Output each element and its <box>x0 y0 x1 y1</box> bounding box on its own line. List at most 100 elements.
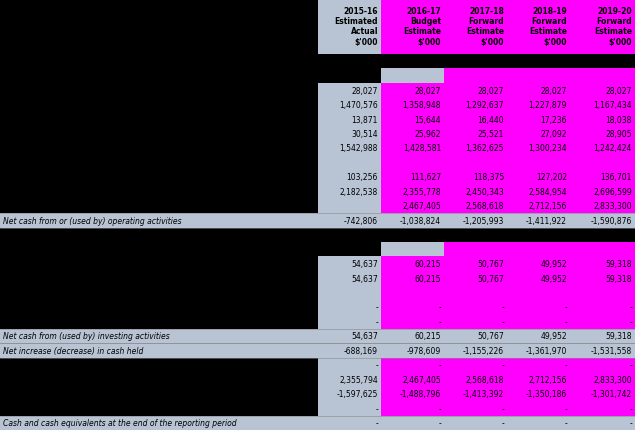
Text: 50,767: 50,767 <box>478 332 504 341</box>
Bar <box>381 286 444 300</box>
Bar <box>0 271 318 286</box>
Bar <box>570 0 635 55</box>
Bar <box>381 401 444 415</box>
Bar <box>444 401 507 415</box>
Text: 1,242,424: 1,242,424 <box>594 144 632 153</box>
Text: -1,411,922: -1,411,922 <box>526 216 567 225</box>
Text: Forward: Forward <box>596 17 632 26</box>
Bar <box>570 315 635 329</box>
Text: 2,696,599: 2,696,599 <box>593 187 632 197</box>
Bar <box>507 127 570 141</box>
Text: Net increase (decrease) in cash held: Net increase (decrease) in cash held <box>3 346 144 355</box>
Text: -: - <box>375 418 378 427</box>
Bar <box>318 185 381 199</box>
Text: 59,318: 59,318 <box>606 332 632 341</box>
Bar <box>570 113 635 127</box>
Bar <box>0 185 318 199</box>
Text: -1,488,796: -1,488,796 <box>400 390 441 399</box>
Text: 2016-17: 2016-17 <box>406 7 441 16</box>
Bar <box>318 98 381 113</box>
Text: 49,952: 49,952 <box>540 260 567 269</box>
Bar <box>507 69 570 84</box>
Bar <box>381 84 444 98</box>
Text: -: - <box>565 418 567 427</box>
Text: 30,514: 30,514 <box>351 130 378 139</box>
Text: Estimate: Estimate <box>403 27 441 36</box>
Bar <box>318 113 381 127</box>
Bar <box>318 257 381 271</box>
Bar <box>444 372 507 387</box>
Bar <box>0 358 318 372</box>
Bar <box>381 141 444 156</box>
Bar <box>0 84 318 98</box>
Bar <box>381 0 444 55</box>
Bar <box>570 257 635 271</box>
Bar <box>507 98 570 113</box>
Text: $'000: $'000 <box>417 38 441 47</box>
Text: -: - <box>565 317 567 326</box>
Text: 2,568,618: 2,568,618 <box>465 375 504 384</box>
Bar <box>507 257 570 271</box>
Text: 1,167,434: 1,167,434 <box>593 101 632 110</box>
Text: 60,215: 60,215 <box>415 260 441 269</box>
Bar <box>318 141 381 156</box>
Text: 54,637: 54,637 <box>351 332 378 341</box>
Text: 2,355,778: 2,355,778 <box>403 187 441 197</box>
Text: 2,712,156: 2,712,156 <box>528 375 567 384</box>
Bar <box>507 387 570 401</box>
Text: -: - <box>375 317 378 326</box>
Bar <box>507 185 570 199</box>
Text: Estimated: Estimated <box>335 17 378 26</box>
Bar <box>0 415 635 430</box>
Bar <box>570 372 635 387</box>
Bar <box>0 286 318 300</box>
Text: -1,155,226: -1,155,226 <box>463 346 504 355</box>
Bar <box>444 387 507 401</box>
Bar <box>444 199 507 214</box>
Text: 1,358,948: 1,358,948 <box>403 101 441 110</box>
Text: 18,038: 18,038 <box>606 115 632 124</box>
Bar <box>507 286 570 300</box>
Bar <box>381 271 444 286</box>
Bar <box>318 84 381 98</box>
Text: Cash and cash equivalents at the end of the reporting period: Cash and cash equivalents at the end of … <box>3 418 237 427</box>
Text: $'000: $'000 <box>481 38 504 47</box>
Text: 60,215: 60,215 <box>415 332 441 341</box>
Bar <box>381 113 444 127</box>
Text: 2017-18: 2017-18 <box>469 7 504 16</box>
Bar <box>444 315 507 329</box>
Text: 2,467,405: 2,467,405 <box>402 375 441 384</box>
Bar <box>0 98 318 113</box>
Bar <box>318 358 381 372</box>
Bar <box>570 300 635 315</box>
Bar <box>570 141 635 156</box>
Text: -: - <box>438 418 441 427</box>
Text: -1,531,558: -1,531,558 <box>591 346 632 355</box>
Text: 54,637: 54,637 <box>351 260 378 269</box>
Text: 15,644: 15,644 <box>415 115 441 124</box>
Bar <box>381 257 444 271</box>
Bar <box>507 170 570 185</box>
Text: 2,467,405: 2,467,405 <box>402 202 441 211</box>
Bar <box>444 286 507 300</box>
Text: -: - <box>375 303 378 312</box>
Bar <box>507 300 570 315</box>
Text: 60,215: 60,215 <box>415 274 441 283</box>
Bar <box>381 387 444 401</box>
Bar <box>507 243 570 257</box>
Bar <box>0 329 635 344</box>
Text: -: - <box>375 404 378 413</box>
Text: 28,027: 28,027 <box>352 86 378 95</box>
Text: -: - <box>438 317 441 326</box>
Bar <box>0 156 318 170</box>
Text: 25,962: 25,962 <box>415 130 441 139</box>
Text: -: - <box>501 317 504 326</box>
Bar <box>444 170 507 185</box>
Text: -: - <box>501 303 504 312</box>
Bar <box>318 300 381 315</box>
Text: -1,361,970: -1,361,970 <box>526 346 567 355</box>
Text: 17,236: 17,236 <box>540 115 567 124</box>
Text: 54,637: 54,637 <box>351 274 378 283</box>
Bar <box>318 156 381 170</box>
Text: 2018-19: 2018-19 <box>532 7 567 16</box>
